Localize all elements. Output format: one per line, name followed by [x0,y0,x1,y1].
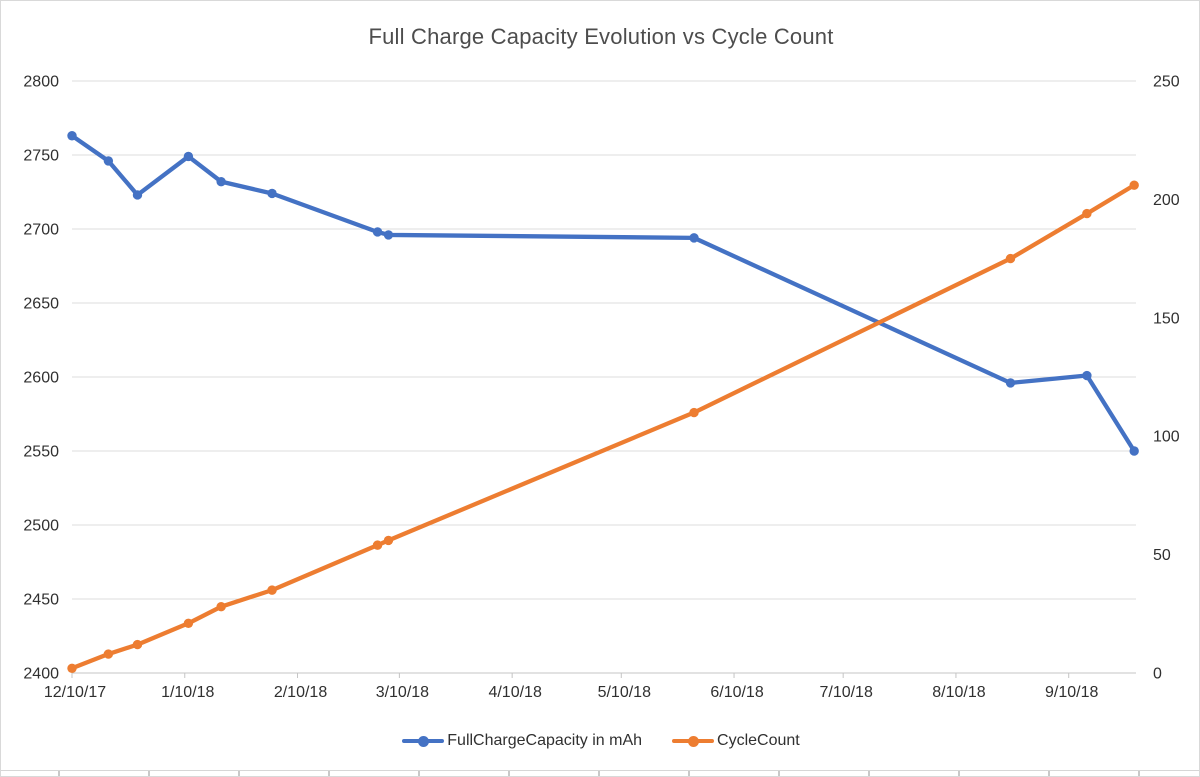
data-point-marker [1129,180,1139,190]
y-axis-label-right: 250 [1153,74,1180,91]
legend-item-cyclecount: CycleCount [672,732,800,750]
y-axis-label-left: 2750 [23,148,59,165]
y-axis-label-left: 2450 [23,592,59,609]
y-axis-label-right: 50 [1153,547,1171,564]
data-point-marker [689,233,699,243]
data-point-marker [183,151,194,162]
series-line-cyclecount [69,183,1137,671]
data-point-marker [372,227,383,237]
y-axis-label-left: 2550 [23,444,59,461]
y-axis-label-right: 150 [1153,310,1180,327]
data-point-marker [383,535,394,546]
x-axis-label: 6/10/18 [710,684,763,701]
y-axis-label-left: 2400 [23,666,59,683]
legend-marker-line-icon [672,735,715,747]
y-axis-label-left: 2650 [23,296,59,313]
data-point-marker [267,188,277,199]
data-point-marker [689,407,699,418]
data-point-marker [67,663,77,673]
data-point-marker [132,639,143,650]
data-point-marker [1082,208,1092,219]
x-axis-label: 12/10/17 [44,684,106,701]
x-axis-label: 2/10/18 [274,684,327,701]
y-axis-label-left: 2500 [23,518,59,535]
data-point-marker [216,176,226,187]
y-axis-label-left: 2700 [23,222,59,239]
y-axis-label-left: 2800 [23,74,59,91]
legend-marker-line-icon [402,735,445,747]
x-axis-label: 9/10/18 [1045,684,1098,701]
y-axis-label-right: 200 [1153,192,1180,209]
x-axis-label: 8/10/18 [932,684,985,701]
x-axis-label: 5/10/18 [598,684,651,701]
y-axis-label-right: 100 [1153,429,1180,446]
data-point-marker [1005,253,1016,264]
x-axis-label: 1/10/18 [161,684,214,701]
data-point-marker [67,131,77,141]
data-point-marker [1005,378,1016,388]
x-axis-label: 3/10/18 [376,684,429,701]
y-axis-label-left: 2600 [23,370,59,387]
data-point-marker [103,649,114,659]
x-axis-label: 4/10/18 [488,684,541,701]
data-point-marker [103,156,114,166]
worksheet-edge-artifact [1,770,1199,776]
data-point-marker [383,230,394,240]
data-point-marker [183,618,194,628]
data-point-marker [1129,446,1139,456]
legend: FullChargeCapacity in mAh CycleCount [1,732,1199,750]
series-line-fullchargecapacity [69,133,1137,454]
legend-label: FullChargeCapacity in mAh [447,732,643,749]
data-point-marker [132,190,143,200]
x-axis-label: 7/10/18 [819,684,872,701]
y-axis-label-right: 0 [1153,666,1162,683]
data-point-marker [1082,370,1092,381]
legend-item-fullchargecapacity: FullChargeCapacity in mAh [402,732,642,750]
chart-title: Full Charge Capacity Evolution vs Cycle … [368,24,834,49]
data-point-marker [372,540,383,550]
data-point-marker [267,585,277,595]
data-point-marker [216,601,226,612]
legend-label: CycleCount [717,732,800,749]
